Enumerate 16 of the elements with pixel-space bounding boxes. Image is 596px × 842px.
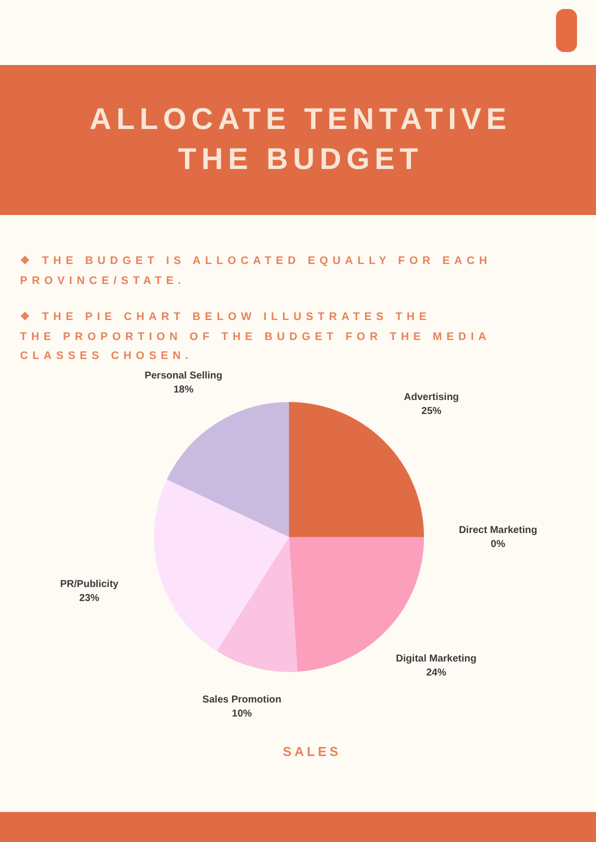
chart-title: ALLOCATE TENTATIVE THE BUDGET (88, 102, 512, 178)
data-label: 25% (421, 406, 442, 418)
slice-label: Personal Selling (144, 370, 222, 382)
data-label: 24% (426, 667, 446, 678)
text: ❖ THE BUDGET IS ALLOCATED EQUALLY FOR EACH PROVINCE/STATE. (20, 254, 493, 288)
text: 0% (490, 538, 506, 550)
text: ❖ THE PIE CHART BELOW ILLUSTRATES THE THE PROPORTION OF THE BUDGET FOR THE MEDIA CLASSES CHOSEN. (20, 310, 492, 364)
data-label: 10% (232, 708, 252, 720)
category-label: Direct Marketing (458, 524, 538, 536)
slice-label: Advertising (404, 392, 459, 404)
slice-label: Digital Marketing (396, 653, 477, 664)
data-label: 18% (173, 384, 194, 396)
text: SALES (282, 744, 342, 759)
slice-label: Sales Promotion (202, 694, 282, 706)
data-label: 23% (79, 592, 100, 604)
slice-label: PR/Publicity (60, 578, 119, 590)
